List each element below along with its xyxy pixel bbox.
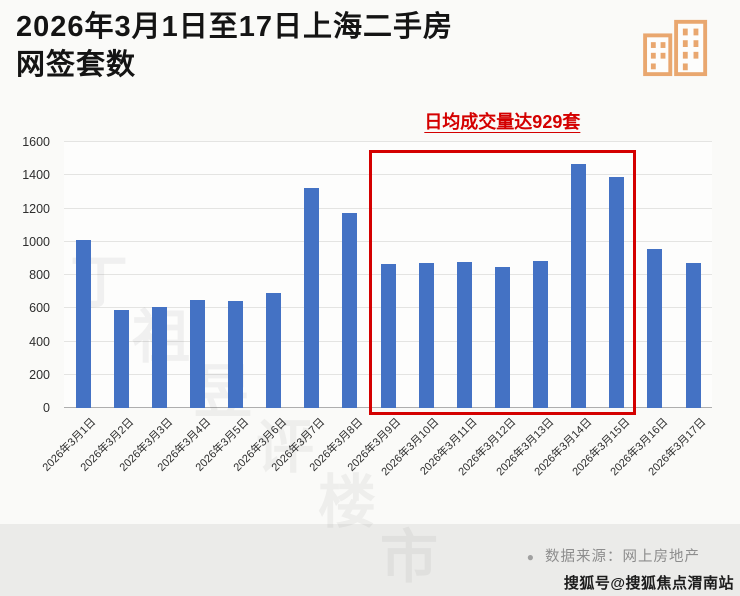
data-source: ● 数据来源：网上房地产 <box>527 545 700 566</box>
bar-2026年3月9日 <box>380 264 396 408</box>
building-icon <box>640 16 718 83</box>
bar-slot <box>64 142 102 408</box>
bar-slot <box>483 142 521 408</box>
bar-2026年3月16日 <box>647 249 663 408</box>
y-tick-label: 800 <box>29 268 50 282</box>
plot-area <box>64 141 712 415</box>
bar-slot <box>598 142 636 408</box>
y-tick-label: 200 <box>29 367 50 382</box>
y-tick-label: 1600 <box>22 135 50 149</box>
bar-2026年3月15日 <box>609 176 625 408</box>
header: 2026年3月1日至17日上海二手房 网签套数 <box>0 0 740 106</box>
sohu-watermark: 搜狐号@搜狐焦点渭南站 <box>563 575 734 592</box>
bar-slot <box>140 142 178 408</box>
bar-2026年3月5日 <box>228 300 244 408</box>
page-title-line1: 2026年3月1日至17日上海二手房 <box>16 11 454 43</box>
bar-2026年3月13日 <box>533 260 549 408</box>
bar-slot <box>102 142 140 408</box>
bar-2026年3月8日 <box>342 212 358 408</box>
footer: ● 数据来源：网上房地产 <box>0 524 740 596</box>
bar-2026年3月3日 <box>151 306 167 408</box>
y-tick-label: 400 <box>29 334 50 349</box>
bar-2026年3月11日 <box>456 261 472 408</box>
bar-slot <box>255 142 293 408</box>
bar-slot <box>445 142 483 408</box>
data-source-text: 数据来源：网上房地产 <box>545 549 700 565</box>
bar-slot <box>369 142 407 408</box>
bar-slot <box>217 142 255 408</box>
bar-2026年3月14日 <box>571 164 587 408</box>
bar-2026年3月4日 <box>189 299 205 408</box>
bar-slot <box>178 142 216 408</box>
bar-2026年3月12日 <box>494 266 510 408</box>
y-tick-label: 0 <box>43 401 50 415</box>
gridline <box>64 207 712 209</box>
gridline <box>64 174 712 176</box>
gridline <box>64 141 712 142</box>
annotation-daily-average: 日均成交量达929套 <box>424 112 581 132</box>
y-axis: 0 200 400 600 800 1000 1200 1400 1600 <box>0 135 58 415</box>
bar-slot <box>674 142 712 408</box>
bar-2026年3月2日 <box>113 309 129 408</box>
y-tick-label: 1200 <box>22 201 50 216</box>
y-tick-label: 600 <box>29 301 50 316</box>
gridline <box>64 240 712 242</box>
y-tick-label: 1000 <box>22 234 50 249</box>
bullet-icon: ● <box>526 550 535 564</box>
x-axis: 2026年3月1日 2026年3月2日 2026年3月3日 2026年3月4日 2026… <box>41 408 712 508</box>
bar-slot <box>522 142 560 408</box>
bar-slot <box>407 142 445 408</box>
bars <box>64 142 712 408</box>
bar-slot <box>636 142 674 408</box>
page-title-line2: 网签套数 <box>16 49 137 82</box>
page-title: 2026年3月1日至17日上海二手房 网签套数 <box>16 8 453 85</box>
y-tick-label: 1400 <box>22 168 50 183</box>
bar-2026年3月10日 <box>418 263 434 408</box>
bar-2026年3月7日 <box>304 187 320 408</box>
highlight-box <box>368 150 636 415</box>
bar-2026年3月17日 <box>685 262 701 408</box>
bar-slot <box>293 142 331 408</box>
bar-slot <box>560 142 598 408</box>
bar-2026年3月6日 <box>266 293 282 408</box>
bar-slot <box>331 142 369 408</box>
bar-2026年3月1日 <box>75 240 91 408</box>
